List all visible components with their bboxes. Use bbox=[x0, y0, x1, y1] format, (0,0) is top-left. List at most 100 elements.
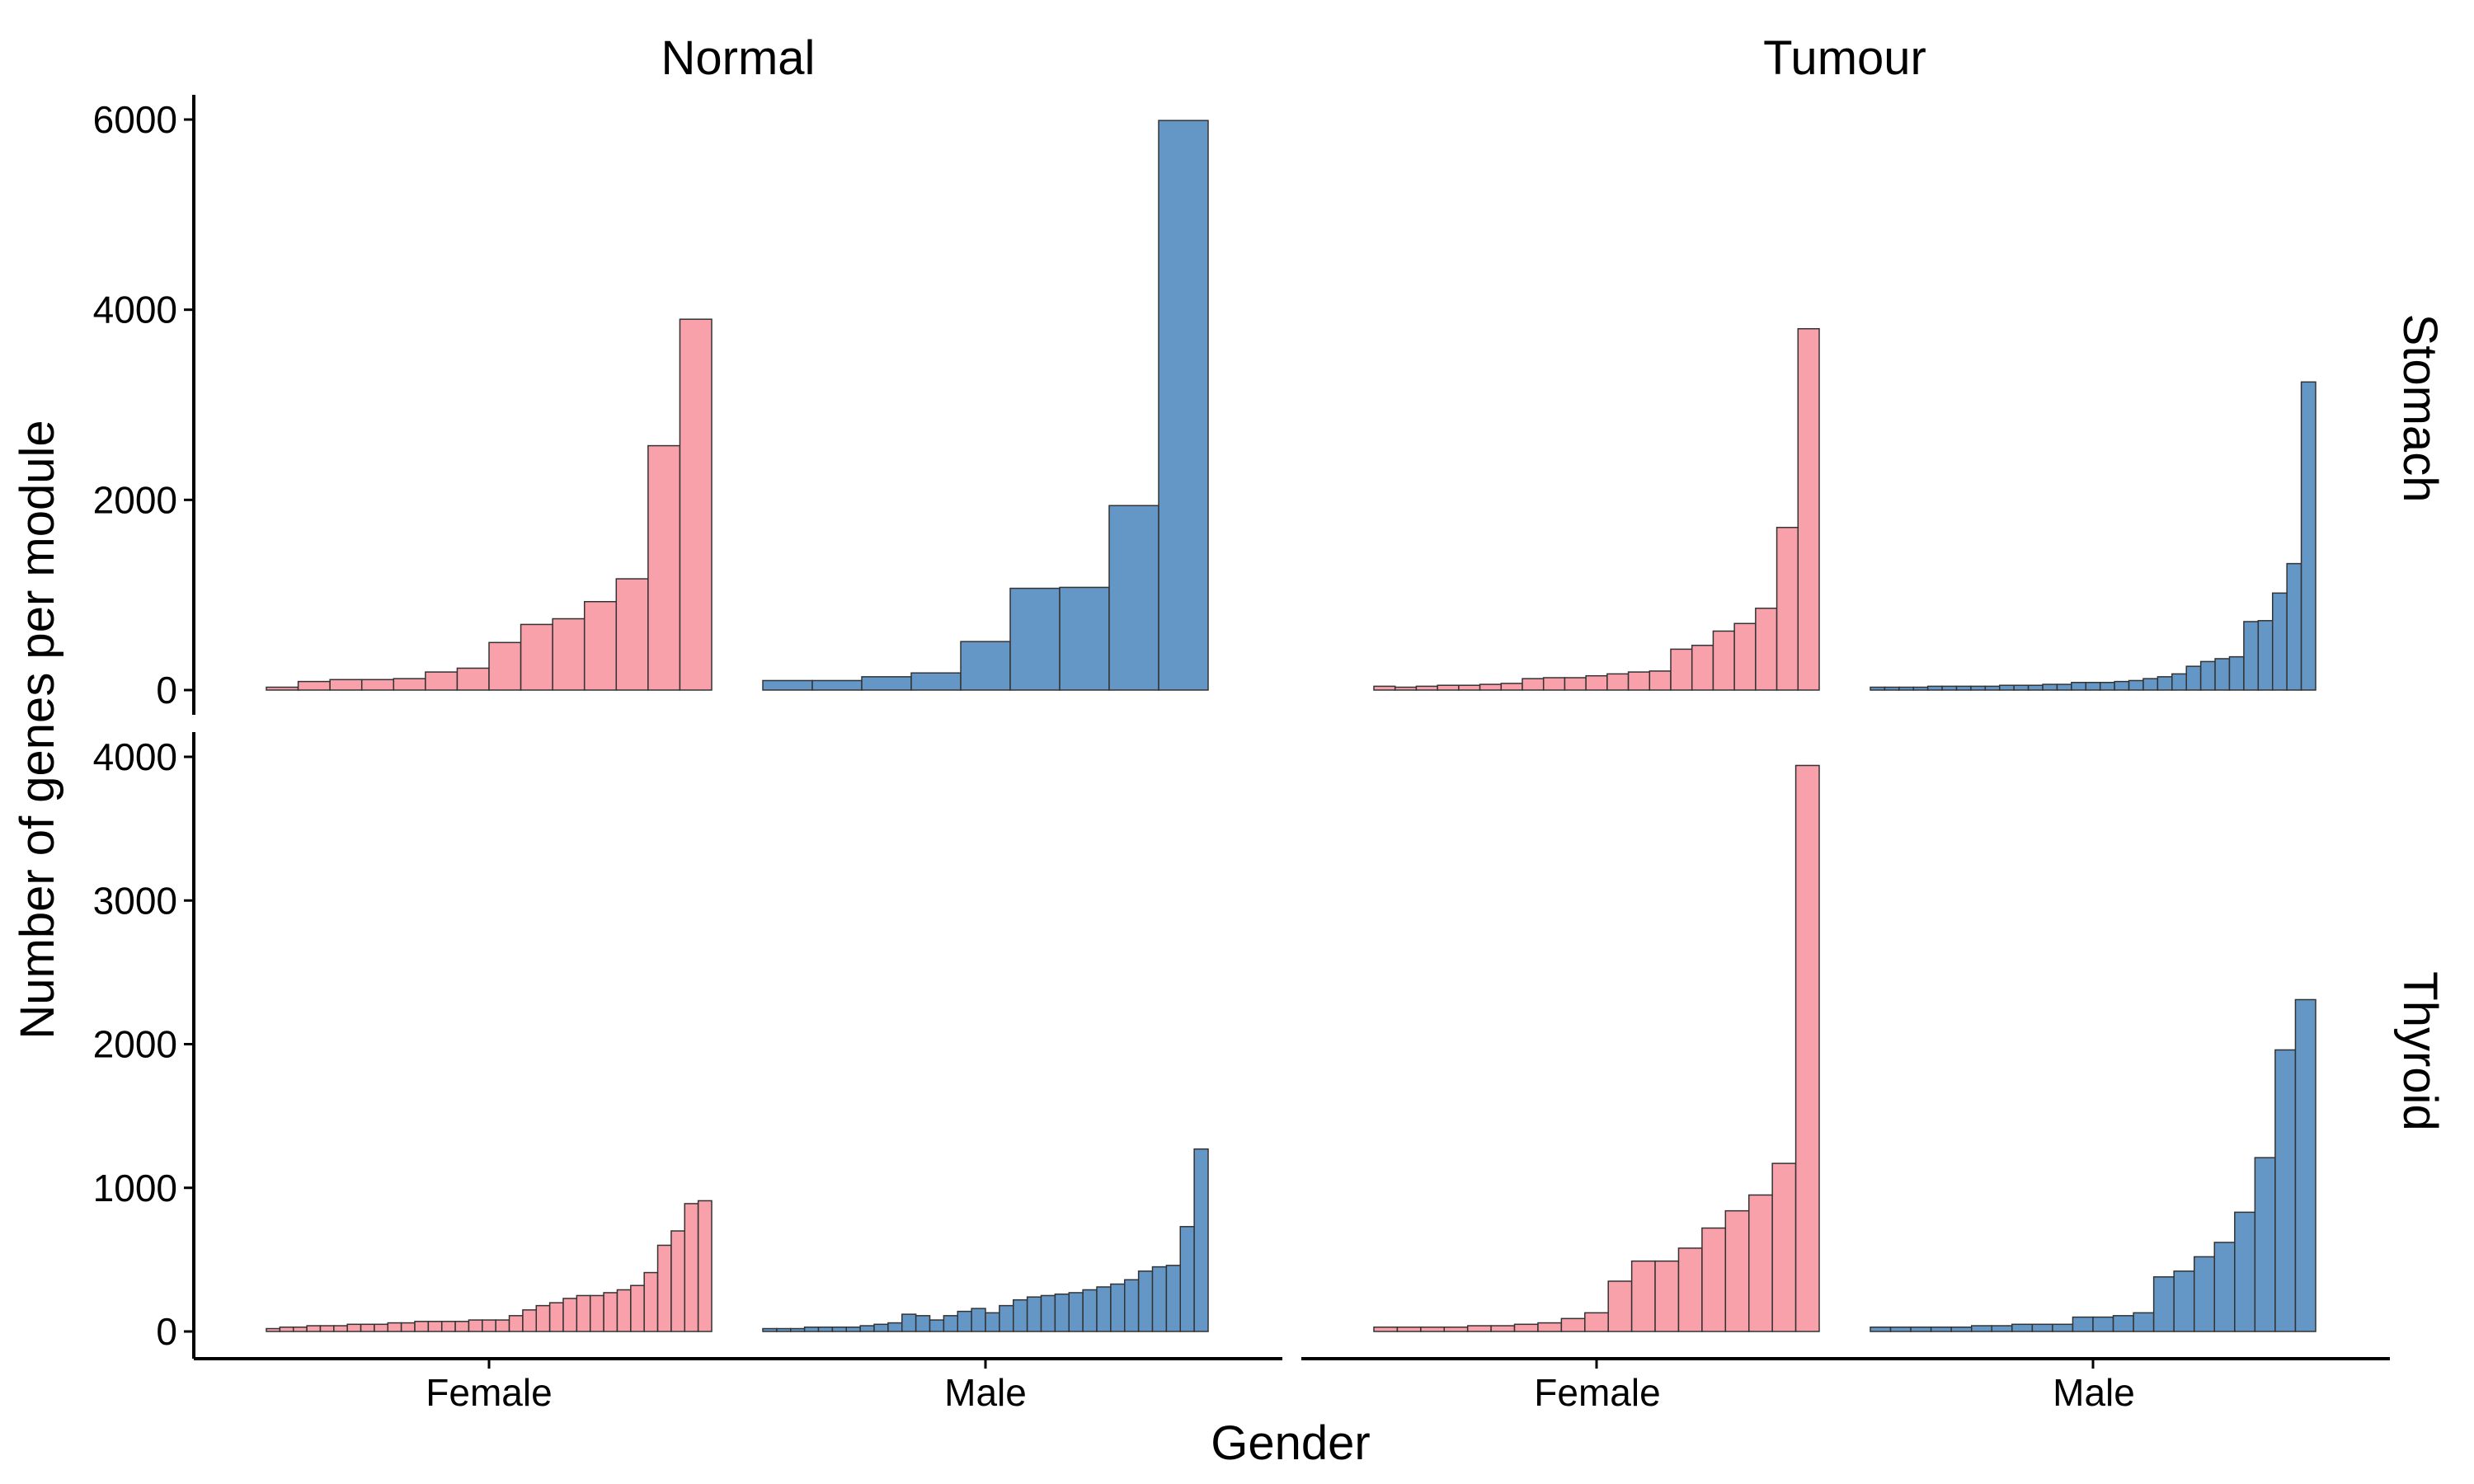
y-tick-label-stomach-2000: 2000 bbox=[93, 478, 177, 521]
bar-thyroid-normal-male-5 bbox=[817, 1327, 834, 1332]
bar-thyroid-tumour-female-15 bbox=[1701, 1227, 1727, 1332]
bar-thyroid-tumour-male-8 bbox=[2011, 1323, 2034, 1332]
bar-stomach-normal-male-7 bbox=[1059, 586, 1110, 691]
bar-thyroid-tumour-male-20 bbox=[2254, 1157, 2276, 1332]
bar-thyroid-tumour-male-10 bbox=[2052, 1323, 2074, 1332]
bar-stomach-normal-male-9 bbox=[1158, 120, 1209, 691]
bar-stomach-tumour-female-21 bbox=[1797, 327, 1820, 691]
bar-thyroid-normal-male-27 bbox=[1124, 1279, 1140, 1332]
bar-thyroid-tumour-male-15 bbox=[2152, 1276, 2175, 1332]
bar-stomach-normal-male-4 bbox=[910, 672, 962, 691]
bar-thyroid-normal-male-13 bbox=[929, 1319, 945, 1332]
bar-thyroid-tumour-male-5 bbox=[1950, 1327, 1973, 1332]
bar-stomach-tumour-male-31 bbox=[2300, 381, 2316, 691]
bar-stomach-normal-female-10 bbox=[552, 618, 586, 691]
facet-strip-normal: Normal bbox=[661, 31, 816, 85]
bar-stomach-tumour-female-19 bbox=[1755, 608, 1778, 691]
bar-thyroid-normal-male-10 bbox=[887, 1322, 903, 1332]
bar-thyroid-tumour-female-7 bbox=[1513, 1323, 1539, 1332]
bar-stomach-normal-male-2 bbox=[811, 679, 863, 691]
bar-stomach-tumour-male-7 bbox=[1955, 685, 1972, 691]
bar-thyroid-normal-male-15 bbox=[957, 1310, 972, 1332]
bar-thyroid-normal-female-30 bbox=[656, 1244, 672, 1332]
bar-thyroid-tumour-male-18 bbox=[2213, 1242, 2236, 1332]
bar-stomach-tumour-male-14 bbox=[2056, 683, 2072, 691]
bar-thyroid-tumour-male-12 bbox=[2092, 1316, 2114, 1332]
bar-thyroid-tumour-female-3 bbox=[1420, 1327, 1446, 1332]
bar-thyroid-normal-male-14 bbox=[943, 1315, 959, 1332]
bar-thyroid-tumour-male-1 bbox=[1870, 1327, 1892, 1332]
bar-stomach-tumour-male-18 bbox=[2114, 680, 2130, 691]
bar-stomach-tumour-male-21 bbox=[2157, 676, 2173, 691]
facet-strip-thyroid: Thyroid bbox=[2393, 971, 2447, 1130]
bar-thyroid-normal-female-13 bbox=[427, 1321, 443, 1332]
bar-stomach-tumour-female-9 bbox=[1542, 677, 1566, 691]
bar-thyroid-tumour-male-4 bbox=[1930, 1327, 1952, 1332]
bar-thyroid-tumour-female-16 bbox=[1724, 1209, 1750, 1332]
bar-stomach-normal-female-2 bbox=[297, 680, 331, 691]
bar-stomach-normal-female-3 bbox=[329, 679, 363, 691]
bar-thyroid-tumour-female-5 bbox=[1466, 1325, 1492, 1332]
bar-thyroid-normal-male-12 bbox=[915, 1315, 931, 1332]
bar-thyroid-tumour-male-22 bbox=[2294, 998, 2316, 1332]
x-tick-label-normal-female: Female bbox=[426, 1371, 552, 1414]
bar-thyroid-normal-female-11 bbox=[400, 1322, 416, 1332]
bar-thyroid-tumour-male-21 bbox=[2274, 1049, 2297, 1332]
bar-stomach-tumour-male-17 bbox=[2099, 682, 2115, 691]
bar-stomach-tumour-male-4 bbox=[1912, 686, 1929, 691]
bar-thyroid-normal-female-10 bbox=[387, 1322, 402, 1332]
x-axis-title: Gender bbox=[1211, 1416, 1370, 1470]
bar-stomach-tumour-male-5 bbox=[1926, 685, 1943, 691]
bar-stomach-tumour-male-9 bbox=[1984, 685, 2001, 691]
x-tick-label-normal-male: Male bbox=[944, 1371, 1027, 1414]
bar-stomach-normal-female-13 bbox=[647, 444, 681, 691]
bar-thyroid-normal-male-1 bbox=[762, 1327, 778, 1332]
bar-stomach-tumour-male-30 bbox=[2286, 562, 2302, 691]
bar-thyroid-normal-male-6 bbox=[831, 1327, 848, 1332]
bar-thyroid-normal-male-25 bbox=[1096, 1286, 1112, 1332]
bar-stomach-tumour-female-15 bbox=[1670, 648, 1693, 691]
bar-thyroid-normal-female-27 bbox=[616, 1289, 632, 1332]
bar-thyroid-normal-male-2 bbox=[776, 1327, 792, 1332]
bar-thyroid-normal-male-29 bbox=[1151, 1266, 1168, 1332]
bar-thyroid-normal-male-30 bbox=[1165, 1265, 1182, 1332]
bar-thyroid-normal-female-6 bbox=[333, 1325, 348, 1332]
bar-thyroid-tumour-male-17 bbox=[2193, 1256, 2216, 1332]
bar-stomach-tumour-female-5 bbox=[1458, 684, 1481, 691]
bar-thyroid-tumour-female-4 bbox=[1443, 1327, 1469, 1332]
bar-thyroid-normal-male-19 bbox=[1013, 1298, 1028, 1332]
bar-stomach-normal-male-3 bbox=[861, 676, 912, 691]
bar-thyroid-normal-male-26 bbox=[1110, 1283, 1126, 1332]
bar-stomach-tumour-male-29 bbox=[2271, 592, 2288, 691]
bar-stomach-tumour-male-25 bbox=[2214, 658, 2231, 691]
bar-stomach-tumour-male-22 bbox=[2171, 673, 2187, 691]
bar-stomach-tumour-male-10 bbox=[1999, 684, 2015, 691]
bar-thyroid-normal-male-11 bbox=[901, 1313, 917, 1332]
bar-stomach-normal-female-11 bbox=[583, 600, 618, 691]
bar-thyroid-tumour-female-2 bbox=[1396, 1327, 1422, 1332]
bar-thyroid-normal-female-15 bbox=[454, 1321, 470, 1332]
bar-stomach-tumour-male-8 bbox=[1970, 685, 1987, 691]
bar-thyroid-normal-male-32 bbox=[1193, 1148, 1209, 1332]
bar-thyroid-normal-female-5 bbox=[319, 1325, 335, 1332]
bar-stomach-tumour-male-6 bbox=[1941, 685, 1958, 691]
bar-thyroid-normal-male-31 bbox=[1179, 1226, 1195, 1332]
bar-stomach-tumour-female-3 bbox=[1415, 685, 1438, 691]
bar-thyroid-normal-female-8 bbox=[360, 1323, 375, 1332]
bar-thyroid-tumour-male-3 bbox=[1910, 1327, 1932, 1332]
bar-stomach-tumour-male-24 bbox=[2199, 660, 2216, 691]
bar-thyroid-tumour-male-13 bbox=[2112, 1315, 2134, 1332]
bar-thyroid-normal-male-22 bbox=[1054, 1293, 1070, 1332]
text-layer: Normal Tumour Stomach Thyroid Number of … bbox=[11, 31, 2447, 1470]
y-tick-label-thyroid-3000: 3000 bbox=[93, 879, 177, 922]
bar-stomach-tumour-female-2 bbox=[1394, 686, 1418, 691]
bar-stomach-tumour-male-27 bbox=[2243, 621, 2260, 691]
y-tick-label-thyroid-0: 0 bbox=[156, 1310, 177, 1353]
bar-thyroid-normal-female-7 bbox=[346, 1323, 362, 1332]
bar-stomach-tumour-male-28 bbox=[2257, 620, 2274, 691]
y-tick-label-thyroid-4000: 4000 bbox=[93, 735, 177, 778]
bar-stomach-tumour-male-20 bbox=[2142, 678, 2159, 691]
y-axis-title: Number of genes per module bbox=[11, 420, 64, 1039]
bar-thyroid-normal-female-33 bbox=[697, 1200, 713, 1332]
bar-stomach-tumour-male-1 bbox=[1870, 686, 1886, 691]
